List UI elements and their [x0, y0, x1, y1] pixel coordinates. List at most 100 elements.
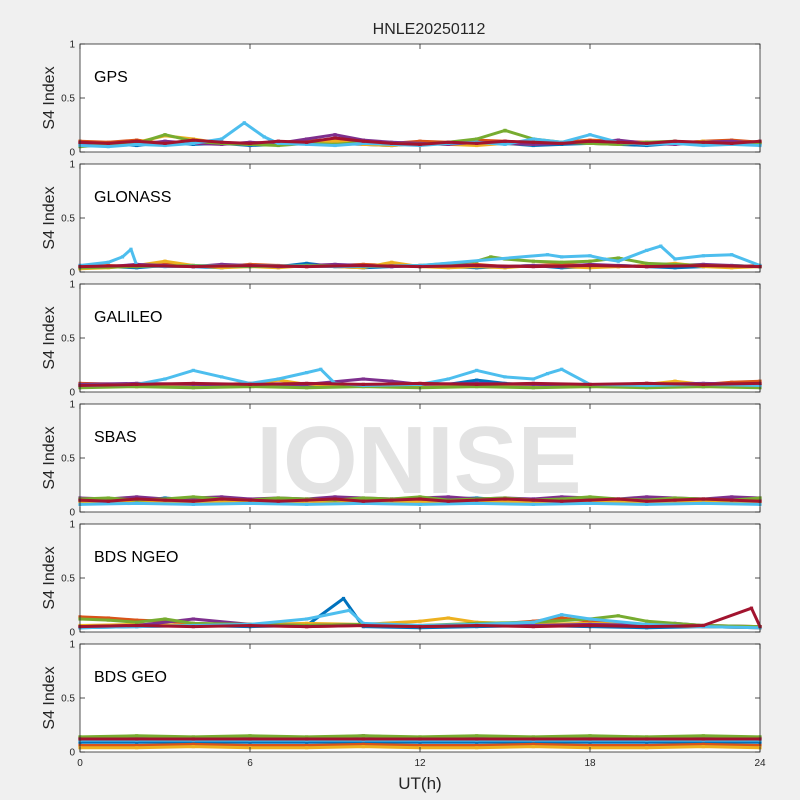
x-axis-ticks: 0 6 12 18 24	[77, 758, 766, 769]
data-point	[106, 616, 110, 620]
data-point	[475, 740, 479, 744]
data-point	[135, 746, 139, 750]
data-point	[248, 743, 252, 748]
panel-galileo: 0 0.5 1 GALILEO S4 Index	[41, 280, 762, 399]
data-point	[645, 495, 649, 499]
data-point	[616, 140, 620, 144]
data-point	[418, 502, 422, 506]
data-point	[701, 385, 705, 389]
data-point	[305, 381, 309, 385]
data-point	[361, 377, 365, 381]
data-point	[475, 734, 479, 738]
data-point	[276, 141, 280, 145]
data-point	[560, 499, 564, 503]
y-tick-label: 0.5	[61, 94, 75, 105]
data-point	[446, 616, 450, 620]
data-point	[248, 623, 252, 628]
data-point	[191, 745, 195, 749]
data-point	[588, 385, 592, 389]
data-point	[560, 495, 564, 499]
data-point	[645, 502, 649, 506]
data-point	[503, 497, 507, 501]
y-tick-label: 0.5	[61, 694, 75, 705]
data-point	[305, 737, 309, 741]
panel-label: BDS NGEO	[94, 549, 178, 566]
data-point	[475, 737, 479, 741]
data-point	[135, 623, 139, 628]
data-point	[531, 137, 535, 141]
data-point	[220, 137, 224, 141]
data-point	[475, 498, 479, 502]
panel-label: SBAS	[94, 429, 137, 446]
data-point	[645, 141, 649, 145]
data-point	[106, 260, 110, 264]
data-point	[135, 501, 139, 505]
data-point	[588, 743, 592, 748]
y-tick-label: 1	[69, 640, 75, 651]
data-point	[418, 265, 422, 269]
panel-label: BDS GEO	[94, 669, 167, 686]
data-point	[361, 623, 365, 628]
data-point	[135, 740, 139, 744]
data-point	[560, 616, 564, 620]
data-point	[701, 740, 705, 744]
data-point	[135, 382, 139, 386]
panel-label: GLONASS	[94, 189, 171, 206]
data-point	[305, 142, 309, 146]
series-line	[78, 606, 762, 629]
y-tick-label: 0.5	[61, 454, 75, 465]
y-tick-label: 0	[69, 268, 75, 279]
data-point	[135, 734, 139, 738]
y-axis-label: S4 Index	[41, 666, 58, 729]
data-point	[531, 381, 535, 385]
data-point	[191, 141, 195, 145]
data-point	[106, 499, 110, 503]
y-axis-label: S4 Index	[41, 546, 58, 609]
data-point	[645, 740, 649, 744]
data-point	[191, 735, 195, 739]
data-point	[390, 498, 394, 502]
data-point	[645, 622, 649, 626]
data-point	[248, 501, 252, 505]
data-point	[361, 263, 365, 268]
data-point	[361, 496, 365, 500]
data-point	[701, 497, 705, 501]
y-tick-label: 0.5	[61, 574, 75, 585]
data-point	[163, 139, 167, 143]
data-point	[333, 133, 337, 137]
data-point	[588, 259, 592, 263]
data-point	[262, 135, 266, 139]
data-point	[645, 248, 649, 252]
data-point	[531, 502, 535, 506]
data-point	[730, 380, 734, 384]
panel-glonass: 0 0.5 1 GLONASS S4 Index	[41, 160, 762, 279]
y-tick-label: 1	[69, 40, 75, 51]
series-7	[78, 737, 762, 741]
y-tick-label: 0	[69, 148, 75, 159]
y-axis-label: S4 Index	[41, 426, 58, 489]
data-point	[305, 746, 309, 750]
panel-gps: 0 0.5 1 GPS S4 Index	[41, 40, 762, 159]
data-point	[220, 375, 224, 379]
data-point	[645, 383, 649, 388]
data-point	[531, 259, 535, 263]
y-axis-label: S4 Index	[41, 186, 58, 249]
data-point	[305, 735, 309, 739]
data-point	[106, 141, 110, 145]
data-point	[730, 139, 734, 143]
y-tick-label: 0	[69, 748, 75, 759]
data-point	[701, 143, 705, 148]
plot-area	[80, 404, 760, 512]
data-point	[390, 141, 394, 145]
data-point	[531, 625, 535, 629]
data-point	[276, 139, 280, 143]
chart-title: HNLE20250112	[373, 21, 486, 38]
data-point	[503, 139, 507, 143]
data-point	[163, 143, 167, 148]
data-point	[220, 497, 224, 501]
data-point	[242, 121, 246, 125]
data-point	[305, 140, 309, 144]
data-point	[333, 495, 337, 499]
data-point	[588, 141, 592, 145]
